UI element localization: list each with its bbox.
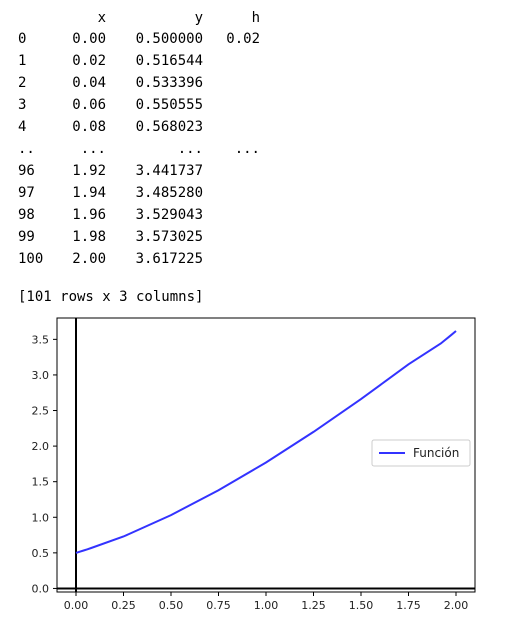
row-index: 4 [18, 119, 27, 135]
cell-y: 0.550555 [135, 97, 203, 113]
row-index: 100 [18, 251, 44, 267]
cell-x: 1.92 [72, 163, 106, 179]
cell-x: 2.00 [72, 251, 106, 267]
x-tick-label: 0.50 [159, 599, 184, 612]
x-tick-label: 2.00 [444, 599, 469, 612]
x-tick-label: 1.75 [396, 599, 421, 612]
column-header-h: h [251, 10, 260, 26]
x-tick-label: 1.25 [301, 599, 326, 612]
cell-y: 3.617225 [135, 251, 203, 267]
row-index: 1 [18, 53, 27, 69]
series-line [75, 330, 457, 554]
cell-h: 0.02 [226, 31, 260, 47]
row-index: 0 [18, 31, 27, 47]
cell-y: 0.516544 [135, 53, 203, 69]
cell-x: 0.02 [72, 53, 106, 69]
x-tick-label: 0.00 [64, 599, 89, 612]
y-tick-label: 2.5 [32, 405, 50, 418]
y-tick-label: 3.5 [32, 333, 50, 346]
cell-x: ... [80, 141, 106, 157]
row-index: 99 [18, 229, 35, 245]
cell-y: 3.529043 [135, 207, 203, 223]
column-header-y: y [194, 10, 203, 26]
row-index: 96 [18, 163, 35, 179]
x-tick-label: 1.50 [349, 599, 374, 612]
line-chart: 0.00 0.25 0.50 0.75 1.00 1.25 1.50 1.75 2.00 0.0 0… [32, 317, 476, 612]
cell-y: 3.485280 [135, 185, 203, 201]
cell-x: 1.96 [72, 207, 106, 223]
y-tick-label: 3.0 [32, 369, 50, 382]
row-index: 98 [18, 207, 35, 223]
cell-y: 3.441737 [135, 163, 203, 179]
row-index: 97 [18, 185, 35, 201]
y-tick-label: 2.0 [32, 440, 50, 453]
y-tick-label: 1.5 [32, 476, 50, 489]
cell-y: 0.568023 [135, 119, 203, 135]
y-tick-label: 0.5 [32, 547, 50, 560]
cell-y: 0.500000 [135, 31, 203, 47]
cell-h: ... [234, 141, 260, 157]
cell-x: 1.94 [72, 185, 106, 201]
cell-x: 0.00 [72, 31, 106, 47]
cell-y: 0.533396 [135, 75, 203, 91]
cell-x: 1.98 [72, 229, 106, 245]
cell-y: 3.573025 [135, 229, 203, 245]
table-footer: [101 rows x 3 columns] [18, 289, 204, 305]
x-tick-label: 1.00 [254, 599, 279, 612]
row-index: 2 [18, 75, 27, 91]
row-index: .. [18, 141, 35, 157]
legend-label: Función [413, 446, 459, 460]
x-tick-label: 0.25 [111, 599, 136, 612]
dataframe-output: x y h 0 0.00 0.500000 0.02 1 0.02 0.5165… [0, 0, 516, 305]
cell-x: 0.06 [72, 97, 106, 113]
legend-box [371, 439, 471, 467]
y-tick-label: 1.0 [32, 511, 50, 524]
row-index: 3 [18, 97, 27, 113]
cell-x: 0.04 [72, 75, 106, 91]
cell-x: 0.08 [72, 119, 106, 135]
x-tick-label: 0.75 [206, 599, 231, 612]
y-tick-label: 0.0 [32, 582, 50, 595]
cell-y: ... [177, 141, 203, 157]
column-header-x: x [97, 10, 106, 26]
